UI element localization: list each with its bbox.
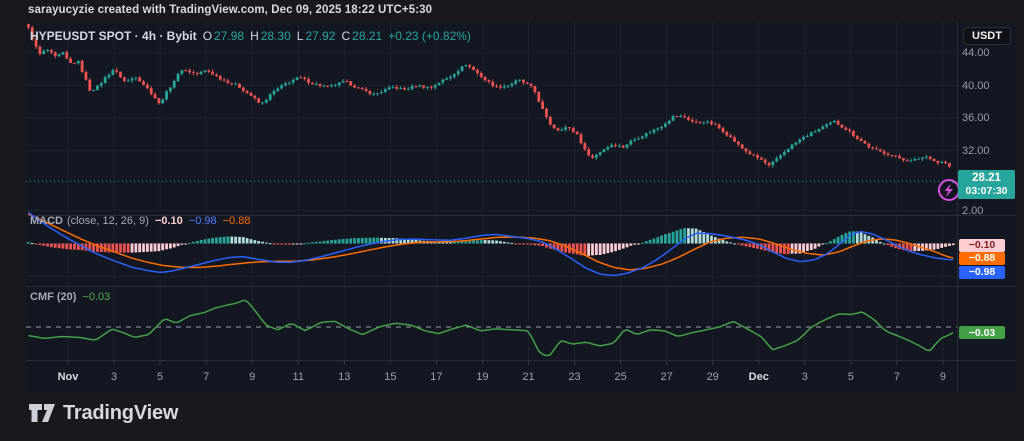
open-value: 27.98 — [214, 29, 245, 43]
macd-title[interactable]: MACD — [30, 215, 63, 227]
last-price-value: 28.21 — [972, 172, 1001, 185]
macd-legend-row: MACD (close, 12, 26, 9) −0.10 −0.98 −0.8… — [30, 215, 250, 227]
low-value: 27.92 — [305, 29, 336, 43]
time-axis-label: 7 — [203, 371, 210, 383]
attribution-text: sarayucyzie created with TradingView.com… — [28, 4, 433, 16]
high-value: 28.30 — [260, 29, 291, 43]
time-axis-label: 19 — [476, 371, 489, 383]
time-axis-label: 5 — [847, 371, 854, 383]
time-axis-label: 27 — [660, 371, 673, 383]
currency-toggle-button[interactable]: USDT — [963, 27, 1011, 45]
candlestick-layer — [26, 23, 955, 184]
macd-line-value: −0.98 — [188, 215, 217, 227]
tradingview-logo-icon — [29, 404, 55, 422]
change-value: +0.23 (+0.82%) — [388, 29, 471, 43]
time-axis-label: 17 — [430, 371, 443, 383]
overlays-layer — [26, 179, 960, 201]
time-axis-label: 3 — [110, 371, 118, 383]
tradingview-logo[interactable]: TradingView — [28, 402, 178, 425]
price-axis-label: 44.00 — [962, 47, 990, 59]
symbol-legend-row: HYPEUSDT SPOT · 4h · Bybit O 27.98 H 28.… — [30, 29, 471, 43]
macd-lines-layer — [27, 211, 954, 277]
time-axis-label: 3 — [801, 371, 808, 383]
macd-line-axis-badge: −0.98 — [959, 265, 1005, 279]
time-axis-label: 9 — [249, 371, 256, 383]
grid-layer — [26, 22, 1016, 392]
time-axis-label: 25 — [614, 371, 627, 383]
low-label: L — [296, 29, 304, 43]
cmf-legend-row: CMF (20) −0.03 — [30, 291, 110, 303]
macd-histogram-layer — [26, 228, 955, 256]
time-axis-label: 21 — [522, 371, 535, 383]
time-axis-label: Dec — [748, 371, 769, 383]
macd-signal-axis-badge: −0.88 — [959, 251, 1005, 265]
price-axis-label: 40.00 — [962, 79, 990, 92]
close-value: 28.21 — [352, 29, 383, 43]
macd-hist-value: −0.10 — [154, 215, 183, 227]
time-axis-label: 13 — [338, 371, 351, 383]
price-axis-label: 2.00 — [962, 204, 984, 217]
close-label: C — [341, 29, 351, 43]
candle-countdown: 03:07:30 — [965, 185, 1008, 198]
time-axis-label: 9 — [939, 371, 946, 383]
time-axis-label: 11 — [292, 371, 304, 383]
macd-signal-value: −0.88 — [222, 215, 251, 227]
tradingview-logo-text: TradingView — [63, 402, 179, 424]
macd-params: (close, 12, 26, 9) — [67, 215, 149, 227]
last-price-badge: 28.21 03:07:30 — [958, 170, 1015, 200]
high-label: H — [250, 29, 259, 43]
time-axis-label: 29 — [706, 371, 719, 383]
event-marker-icon[interactable] — [938, 179, 960, 201]
macd-hist-axis-badge: −0.10 — [959, 238, 1005, 252]
price-axis-label: 32.00 — [962, 144, 990, 157]
cmf-value: −0.03 — [82, 291, 111, 303]
open-label: O — [202, 29, 213, 43]
time-axis-label: Nov — [57, 371, 79, 383]
cmf-layer — [28, 299, 954, 357]
cmf-axis-badge: −0.03 — [959, 326, 1005, 340]
time-axis-label: 5 — [157, 371, 164, 383]
symbol-title[interactable]: HYPEUSDT SPOT · 4h · Bybit — [30, 29, 197, 43]
time-axis-label: 7 — [893, 371, 900, 383]
price-axis-label: 36.00 — [962, 112, 990, 124]
time-axis-label: 15 — [384, 371, 397, 383]
cmf-title[interactable]: CMF (20) — [30, 291, 77, 303]
time-axis-label: 23 — [568, 371, 581, 383]
